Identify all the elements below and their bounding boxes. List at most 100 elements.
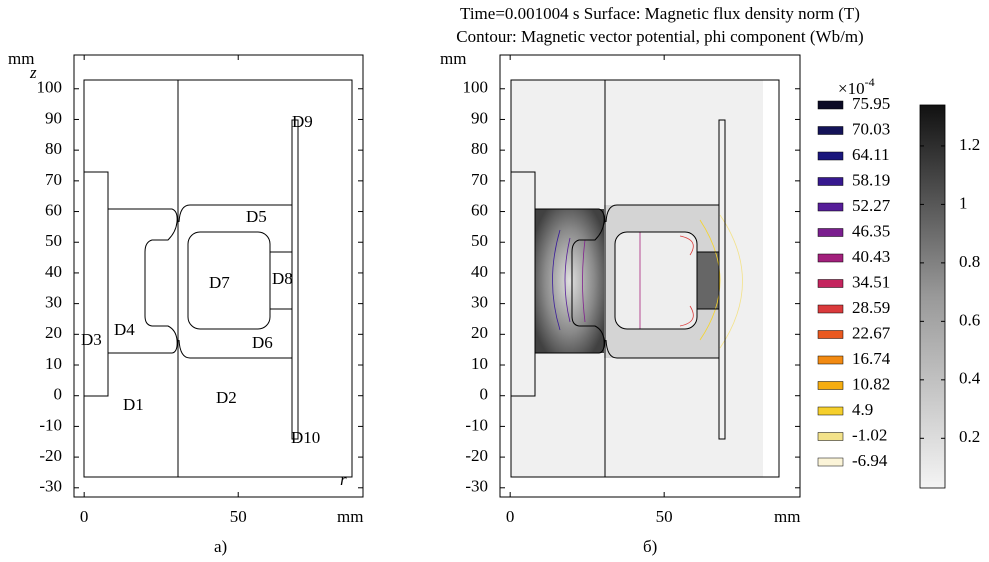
legend-exponent: -4 <box>865 75 875 89</box>
y-tick-label: 40 <box>471 262 488 281</box>
legend-label: -6.94 <box>852 451 888 470</box>
axis-symbol: z <box>29 63 37 82</box>
domain-label: D8 <box>272 269 293 288</box>
y-tick-label: 100 <box>463 78 489 97</box>
legend-swatch <box>817 304 844 314</box>
legend-label: 4.9 <box>852 400 873 419</box>
legend-label: 22.67 <box>852 323 891 342</box>
y-tick-label: 50 <box>45 231 62 250</box>
y-tick-label: 80 <box>471 139 488 158</box>
legend-swatch <box>817 457 844 467</box>
y-tick-label: 60 <box>45 200 62 219</box>
legend-swatch <box>817 432 844 441</box>
y-tick-label: -10 <box>465 415 488 434</box>
field-surface <box>697 252 719 309</box>
legend-swatch <box>817 355 844 365</box>
domain-label: D9 <box>292 112 313 131</box>
legend-label: 28.59 <box>852 298 890 317</box>
y-tick-label: 70 <box>45 170 62 189</box>
legend-swatch <box>817 253 844 263</box>
colorbar-label: 0.4 <box>959 369 981 388</box>
domain-label: D6 <box>252 333 273 352</box>
colorbar-label: 0.8 <box>959 252 980 271</box>
y-tick-label: -30 <box>465 477 488 496</box>
x-tick-label: 0 <box>506 507 515 526</box>
y-tick-label: 90 <box>45 108 62 127</box>
y-tick-label: -30 <box>39 477 62 496</box>
legend-label: -1.02 <box>852 425 887 444</box>
colorbar-label: 0.6 <box>959 310 980 329</box>
legend-swatch <box>817 406 844 416</box>
colorbar-label: 0.2 <box>959 427 980 446</box>
legend-swatch <box>817 151 844 161</box>
x-tick-label: 0 <box>80 507 89 526</box>
y-tick-label: 30 <box>471 293 488 312</box>
axes-frame <box>73 54 364 498</box>
y-tick-label: 20 <box>471 323 488 342</box>
field-surface <box>535 209 604 353</box>
y-tick-label: 100 <box>37 78 63 97</box>
title: Contour: Magnetic vector potential, phi … <box>456 27 863 46</box>
legend-label: 52.27 <box>852 196 891 215</box>
legend-label: 16.74 <box>852 349 891 368</box>
legend-swatch <box>817 100 844 110</box>
legend-label: 10.82 <box>852 374 890 393</box>
y-tick-label: 0 <box>54 385 63 404</box>
legend-swatch <box>817 330 844 339</box>
legend-multiplier: ×10 <box>838 79 865 98</box>
legend-label: 64.11 <box>852 145 890 164</box>
legend-swatch <box>817 381 844 390</box>
x-unit: mm <box>337 507 363 526</box>
colorbar-label: 1 <box>959 193 968 212</box>
y-tick-label: -10 <box>39 415 62 434</box>
y-tick-label: 50 <box>471 231 488 250</box>
y-tick-label: 60 <box>471 200 488 219</box>
legend-swatch <box>817 126 844 135</box>
x-tick-label: 50 <box>656 507 673 526</box>
legend-label: 40.43 <box>852 247 890 266</box>
y-tick-label: 80 <box>45 139 62 158</box>
caption: а) <box>214 537 227 556</box>
legend-label: 34.51 <box>852 272 890 291</box>
legend-swatch <box>817 177 844 186</box>
domain-label: D3 <box>81 330 102 349</box>
domain-label: D7 <box>209 273 230 292</box>
domain-label: D4 <box>114 320 135 339</box>
y-unit: mm <box>8 49 34 68</box>
x-tick-label: 50 <box>230 507 247 526</box>
colorbar-label: 1.2 <box>959 135 980 154</box>
domain-label: D1 <box>123 395 144 414</box>
caption: б) <box>643 537 657 556</box>
y-tick-label: 90 <box>471 108 488 127</box>
y-tick-label: -20 <box>465 446 488 465</box>
legend-multiplier: ×10-4 <box>838 75 875 98</box>
y-tick-label: 0 <box>480 385 489 404</box>
domain-label: D5 <box>246 207 267 226</box>
colorbar <box>919 104 946 489</box>
y-tick-label: -20 <box>39 446 62 465</box>
domain-label: D2 <box>216 388 237 407</box>
legend-swatch <box>817 228 844 237</box>
y-tick-label: 10 <box>45 354 62 373</box>
legend-swatch <box>817 279 844 288</box>
y-tick-label: 20 <box>45 323 62 342</box>
x-unit: mm <box>774 507 800 526</box>
domain-label: D10 <box>291 428 320 447</box>
legend-label: 70.03 <box>852 119 890 138</box>
contours <box>552 214 743 349</box>
axes-frame <box>499 54 801 498</box>
title: Time=0.001004 s Surface: Magnetic flux d… <box>460 4 860 23</box>
y-tick-label: 70 <box>471 170 488 189</box>
legend-label: 58.19 <box>852 170 890 189</box>
y-tick-label: 30 <box>45 293 62 312</box>
legend-swatch <box>817 202 844 212</box>
y-unit: mm <box>440 49 466 68</box>
axis-symbol: r <box>340 470 347 489</box>
legend-label: 75.95 <box>852 94 890 113</box>
field-surface <box>615 232 697 329</box>
legend-label: 46.35 <box>852 221 890 240</box>
y-tick-label: 40 <box>45 262 62 281</box>
y-tick-label: 10 <box>471 354 488 373</box>
